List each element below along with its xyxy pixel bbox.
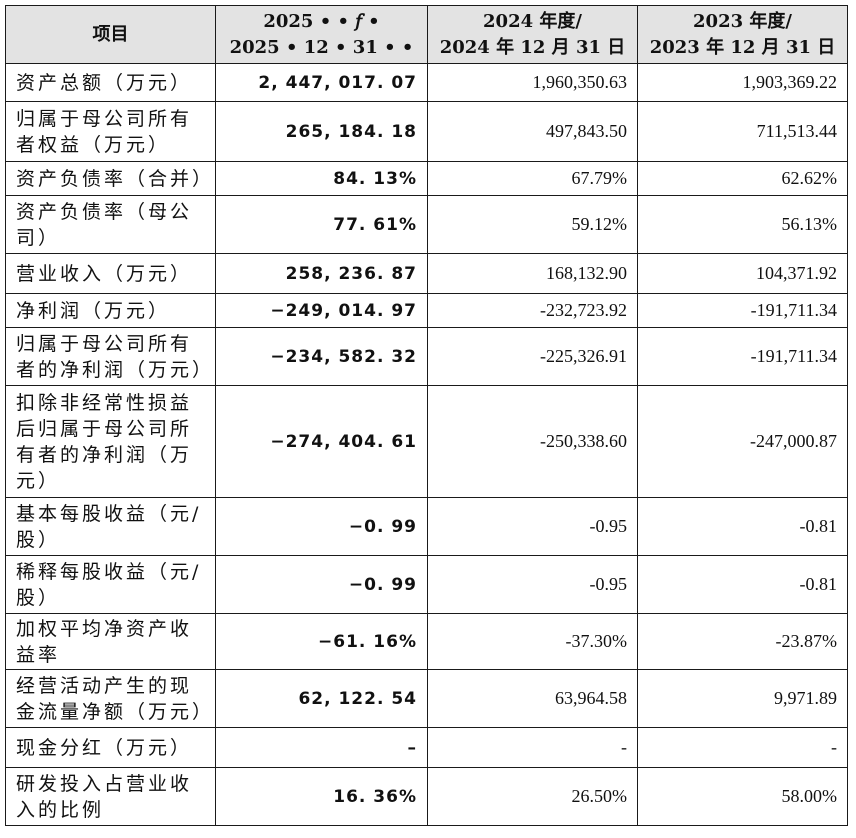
table-row: 稀释每股收益（元/股） −0. 99 -0.95 -0.81 — [5, 555, 848, 614]
row-label: 归属于母公司所有者权益（万元） — [5, 101, 216, 162]
value-2023: 711,513.44 — [637, 101, 848, 162]
value-2023: 56.13% — [637, 195, 848, 254]
value-2025: 265, 184. 18 — [215, 101, 428, 162]
value-2023: 9,971.89 — [637, 669, 848, 728]
value-2025: 84. 13% — [215, 161, 428, 196]
row-label: 营业收入（万元） — [5, 253, 216, 294]
value-2025: 2, 447, 017. 07 — [215, 63, 428, 102]
row-label: 资产负债率（合并） — [5, 161, 216, 196]
value-2025: 16. 36% — [215, 767, 428, 826]
table-row: 营业收入（万元） 258, 236. 87 168,132.90 104,371… — [5, 253, 848, 294]
header-period-2024: 2024 年度/ 2024 年 12 月 31 日 — [427, 5, 638, 64]
header-row: 项目 2025 • • 𝑓 • 2025 • 12 • 31 • • 2024 … — [5, 5, 848, 64]
table-row: 现金分红（万元） – - - — [5, 727, 848, 768]
row-label: 经营活动产生的现金流量净额（万元） — [5, 669, 216, 728]
value-2025: 62, 122. 54 — [215, 669, 428, 728]
value-2023: 58.00% — [637, 767, 848, 826]
row-label: 扣除非经常性损益后归属于母公司所有者的净利润（万元） — [5, 385, 216, 498]
value-2023: - — [637, 727, 848, 768]
value-2024: -0.95 — [427, 555, 638, 614]
value-2024: 26.50% — [427, 767, 638, 826]
value-2024: -37.30% — [427, 613, 638, 670]
row-label: 加权平均净资产收益率 — [5, 613, 216, 670]
value-2023: -0.81 — [637, 555, 848, 614]
row-label: 净利润（万元） — [5, 293, 216, 328]
table-row: 基本每股收益（元/股） −0. 99 -0.95 -0.81 — [5, 497, 848, 556]
value-2025: 258, 236. 87 — [215, 253, 428, 294]
row-label: 现金分红（万元） — [5, 727, 216, 768]
header-period-2025: 2025 • • 𝑓 • 2025 • 12 • 31 • • — [215, 5, 428, 64]
table-row: 归属于母公司所有者的净利润（万元） −234, 582. 32 -225,326… — [5, 327, 848, 386]
value-2024: -225,326.91 — [427, 327, 638, 386]
row-label: 归属于母公司所有者的净利润（万元） — [5, 327, 216, 386]
row-label: 资产负债率（母公司） — [5, 195, 216, 254]
financial-summary-table: 项目 2025 • • 𝑓 • 2025 • 12 • 31 • • 2024 … — [5, 5, 848, 826]
table-row: 资产负债率（合并） 84. 13% 67.79% 62.62% — [5, 161, 848, 196]
table-row: 资产总额（万元） 2, 447, 017. 07 1,960,350.63 1,… — [5, 63, 848, 102]
value-2023: -191,711.34 — [637, 327, 848, 386]
value-2023: 1,903,369.22 — [637, 63, 848, 102]
header-item: 项目 — [5, 5, 216, 64]
value-2024: -250,338.60 — [427, 385, 638, 498]
table-row: 研发投入占营业收入的比例 16. 36% 26.50% 58.00% — [5, 767, 848, 826]
row-label: 研发投入占营业收入的比例 — [5, 767, 216, 826]
header-period-2023: 2023 年度/ 2023 年 12 月 31 日 — [637, 5, 848, 64]
value-2024: 63,964.58 — [427, 669, 638, 728]
value-2025: −249, 014. 97 — [215, 293, 428, 328]
value-2024: 168,132.90 — [427, 253, 638, 294]
value-2024: -232,723.92 — [427, 293, 638, 328]
value-2025: −0. 99 — [215, 497, 428, 556]
value-2025: 77. 61% — [215, 195, 428, 254]
value-2025: −61. 16% — [215, 613, 428, 670]
table-row: 经营活动产生的现金流量净额（万元） 62, 122. 54 63,964.58 … — [5, 669, 848, 728]
value-2024: - — [427, 727, 638, 768]
row-label: 基本每股收益（元/股） — [5, 497, 216, 556]
value-2023: -191,711.34 — [637, 293, 848, 328]
value-2023: -0.81 — [637, 497, 848, 556]
value-2025: −234, 582. 32 — [215, 327, 428, 386]
value-2024: 1,960,350.63 — [427, 63, 638, 102]
table-row: 扣除非经常性损益后归属于母公司所有者的净利润（万元） −274, 404. 61… — [5, 385, 848, 498]
value-2024: 497,843.50 — [427, 101, 638, 162]
value-2023: -23.87% — [637, 613, 848, 670]
value-2025: −274, 404. 61 — [215, 385, 428, 498]
value-2024: 59.12% — [427, 195, 638, 254]
value-2025: – — [215, 727, 428, 768]
table-row: 加权平均净资产收益率 −61. 16% -37.30% -23.87% — [5, 613, 848, 670]
value-2023: -247,000.87 — [637, 385, 848, 498]
value-2023: 62.62% — [637, 161, 848, 196]
value-2024: 67.79% — [427, 161, 638, 196]
value-2023: 104,371.92 — [637, 253, 848, 294]
value-2025: −0. 99 — [215, 555, 428, 614]
value-2024: -0.95 — [427, 497, 638, 556]
table-row: 资产负债率（母公司） 77. 61% 59.12% 56.13% — [5, 195, 848, 254]
row-label: 稀释每股收益（元/股） — [5, 555, 216, 614]
table-row: 归属于母公司所有者权益（万元） 265, 184. 18 497,843.50 … — [5, 101, 848, 162]
table-row: 净利润（万元） −249, 014. 97 -232,723.92 -191,7… — [5, 293, 848, 328]
row-label: 资产总额（万元） — [5, 63, 216, 102]
